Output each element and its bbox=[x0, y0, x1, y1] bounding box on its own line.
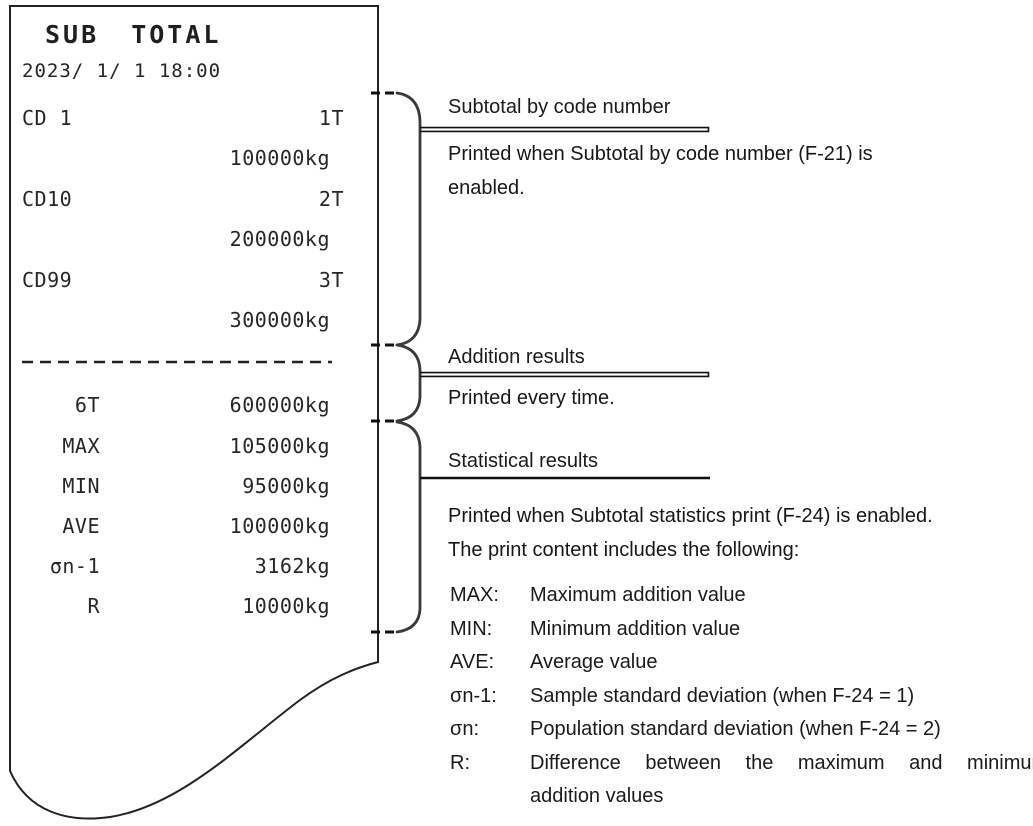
receipt-row-code99-weight: 300000kg bbox=[10, 309, 378, 331]
section-paragraph-subtotal-by-code: Printed when Subtotal by code number (F-… bbox=[448, 138, 918, 205]
definition-list: MAX: Maximum addition value MIN: Minimum… bbox=[450, 579, 1033, 814]
definition-text: Maximum addition value bbox=[530, 584, 746, 606]
definition-text: Minimum addition value bbox=[530, 617, 741, 640]
receipt-datetime: 2023/ 1/ 1 18:00 bbox=[22, 60, 222, 82]
receipt-row-value: 3T bbox=[318, 268, 344, 292]
receipt-row-min: MIN 95000kg bbox=[10, 475, 378, 497]
receipt-row-label bbox=[10, 309, 22, 331]
definition-text-line: Difference between the maximum and minim… bbox=[530, 751, 1033, 774]
receipt-row-code10-weight: 200000kg bbox=[10, 228, 378, 250]
receipt-row-code99: CD99 3T bbox=[10, 269, 378, 291]
section-paragraph-statistical-results: Printed when Subtotal statistics print (… bbox=[448, 500, 1028, 567]
receipt-row-label: R bbox=[87, 594, 100, 618]
receipt-row-value: 300000kg bbox=[229, 308, 330, 332]
receipt-row-value: 105000kg bbox=[229, 434, 330, 458]
receipt-row-value: 95000kg bbox=[242, 474, 330, 498]
definition-text: Population standard deviation (when F-24… bbox=[530, 718, 941, 740]
definition-row-range: R: Difference between the maximum and mi… bbox=[450, 747, 1033, 814]
receipt-row-value: 3162kg bbox=[254, 554, 330, 578]
definition-text-line: addition values bbox=[530, 785, 664, 807]
receipt-row-value: 2T bbox=[318, 187, 344, 211]
receipt-row-label: CD10 bbox=[22, 187, 73, 211]
definition-term: R: bbox=[450, 751, 470, 774]
receipt-row-max: MAX 105000kg bbox=[10, 435, 378, 457]
section-heading-statistical-results: Statistical results bbox=[448, 450, 599, 472]
definition-row-ave: AVE: Average value bbox=[450, 646, 1020, 680]
receipt-row-value: 1T bbox=[318, 106, 344, 130]
receipt-printout: SUB TOTAL 2023/ 1/ 1 18:00 CD 1 1T 10000… bbox=[0, 0, 400, 826]
definition-row-max: MAX: Maximum addition value bbox=[450, 579, 1020, 613]
receipt-row-value: 200000kg bbox=[229, 227, 330, 251]
paragraph-line: enabled. bbox=[448, 176, 525, 199]
definition-term: MIN: bbox=[450, 617, 493, 640]
definition-term: MAX: bbox=[450, 584, 499, 606]
heading-underline-addition bbox=[420, 371, 710, 378]
receipt-row-label: σn-1 bbox=[49, 554, 100, 578]
paragraph-line: The print content includes the following… bbox=[448, 538, 800, 561]
paragraph-line: Printed every time. bbox=[448, 387, 615, 409]
definition-text: Average value bbox=[530, 651, 658, 673]
brace-addition-section bbox=[395, 343, 422, 423]
section-heading-addition-results: Addition results bbox=[448, 346, 585, 368]
receipt-row-value: 100000kg bbox=[229, 146, 330, 170]
receipt-row-label: MIN bbox=[62, 474, 100, 498]
receipt-row-label: CD 1 bbox=[22, 106, 73, 130]
receipt-row-value: 600000kg bbox=[229, 393, 330, 417]
receipt-row-value: 100000kg bbox=[229, 514, 330, 538]
paragraph-line: Printed when Subtotal statistics print (… bbox=[448, 505, 933, 527]
definition-row-sigma-n-1: σn-1: Sample standard deviation (when F-… bbox=[450, 680, 1020, 714]
definition-text: Difference between the maximum and minim… bbox=[530, 747, 1033, 814]
receipt-paper bbox=[9, 5, 379, 820]
receipt-row-label: 6T bbox=[74, 393, 100, 417]
receipt-row-ave: AVE 100000kg bbox=[10, 515, 378, 537]
receipt-row-label bbox=[10, 147, 22, 169]
definition-term: AVE: bbox=[450, 651, 495, 673]
brace-subtotal-section bbox=[395, 91, 422, 347]
section-heading-subtotal-by-code: Subtotal by code number bbox=[448, 96, 671, 118]
heading-underline-subtotal bbox=[420, 126, 710, 133]
definition-term: σn-1: bbox=[450, 684, 497, 707]
receipt-row-label: CD99 bbox=[22, 268, 73, 292]
receipt-row-code10: CD10 2T bbox=[10, 188, 378, 210]
receipt-row-range: R 10000kg bbox=[10, 595, 378, 617]
definition-row-min: MIN: Minimum addition value bbox=[450, 613, 1020, 647]
receipt-row-value: 10000kg bbox=[242, 594, 330, 618]
definition-row-sigma-n: σn: Population standard deviation (when … bbox=[450, 713, 1020, 747]
receipt-row-label bbox=[10, 228, 22, 250]
definition-term: σn: bbox=[450, 718, 480, 740]
receipt-row-code1: CD 1 1T bbox=[10, 107, 378, 129]
paragraph-line: Printed when Subtotal by code number (F-… bbox=[448, 143, 873, 165]
receipt-title: SUB TOTAL bbox=[45, 20, 222, 49]
receipt-row-sigma-n-1: σn-1 3162kg bbox=[10, 555, 378, 577]
definition-text: Sample standard deviation (when F-24 = 1… bbox=[530, 684, 915, 707]
receipt-row-label: MAX bbox=[62, 434, 100, 458]
receipt-row-code1-weight: 100000kg bbox=[10, 147, 378, 169]
receipt-row-label: AVE bbox=[62, 514, 100, 538]
receipt-row-total: 6T 600000kg bbox=[10, 394, 378, 416]
brace-statistics-section bbox=[395, 420, 422, 634]
section-paragraph-addition-results: Printed every time. bbox=[448, 382, 918, 416]
